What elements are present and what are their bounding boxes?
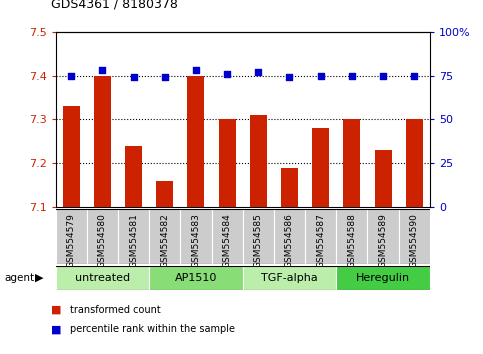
Bar (180, 209, 212, 264)
Point (192, 68, 200, 73)
Bar (187, 76, 204, 207)
Bar (118, 209, 149, 264)
Text: TGF-alpha: TGF-alpha (261, 273, 318, 283)
Bar (305, 209, 336, 264)
Bar (312, 128, 329, 207)
Point (411, 73, 418, 79)
Bar (281, 168, 298, 207)
Text: AP1510: AP1510 (175, 273, 217, 283)
Text: ■: ■ (51, 324, 61, 334)
Point (285, 75, 293, 80)
Text: percentile rank within the sample: percentile rank within the sample (70, 324, 235, 334)
Text: GDS4361 / 8180378: GDS4361 / 8180378 (51, 0, 178, 11)
Bar (406, 120, 423, 207)
Point (129, 75, 137, 80)
Bar (218, 120, 236, 207)
Bar (374, 150, 392, 207)
Text: transformed count: transformed count (70, 305, 161, 315)
Bar (56, 266, 149, 290)
Bar (87, 209, 118, 264)
Bar (242, 266, 336, 290)
Text: Heregulin: Heregulin (356, 273, 410, 283)
Bar (242, 209, 274, 264)
Text: untreated: untreated (75, 273, 130, 283)
Text: GSM554582: GSM554582 (160, 213, 169, 268)
Text: GSM554580: GSM554580 (98, 213, 107, 268)
Text: GSM554579: GSM554579 (67, 213, 76, 268)
Point (161, 75, 169, 80)
Point (223, 71, 231, 77)
Text: GSM554588: GSM554588 (347, 213, 356, 268)
Point (99, 68, 106, 73)
Point (317, 73, 325, 79)
Text: ■: ■ (51, 305, 61, 315)
Bar (149, 266, 242, 290)
Text: GSM554589: GSM554589 (379, 213, 387, 268)
Bar (250, 115, 267, 207)
Point (255, 69, 262, 75)
Bar (125, 146, 142, 207)
Bar (149, 209, 180, 264)
Point (348, 73, 356, 79)
Bar (398, 209, 430, 264)
Text: GSM554583: GSM554583 (191, 213, 200, 268)
Text: GSM554586: GSM554586 (285, 213, 294, 268)
Bar (212, 209, 242, 264)
Text: GSM554590: GSM554590 (410, 213, 419, 268)
Text: GSM554584: GSM554584 (223, 213, 232, 268)
Point (379, 73, 387, 79)
Text: GSM554587: GSM554587 (316, 213, 325, 268)
Bar (336, 209, 368, 264)
Bar (343, 120, 360, 207)
Bar (274, 209, 305, 264)
Bar (368, 209, 398, 264)
Bar (56, 209, 87, 264)
Point (67, 73, 75, 79)
Text: GSM554581: GSM554581 (129, 213, 138, 268)
Text: agent: agent (5, 273, 35, 283)
Bar (94, 76, 111, 207)
Text: GSM554585: GSM554585 (254, 213, 263, 268)
Text: ▶: ▶ (35, 273, 43, 283)
Bar (336, 266, 430, 290)
Bar (156, 181, 173, 207)
Bar (63, 106, 80, 207)
